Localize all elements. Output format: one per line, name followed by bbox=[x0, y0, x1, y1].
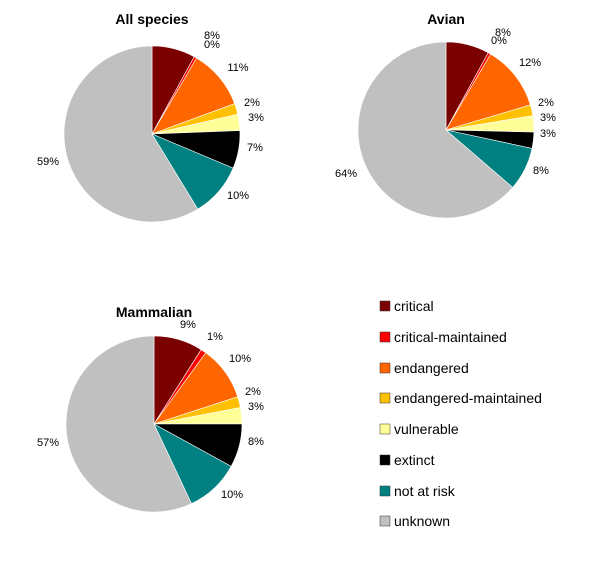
legend-swatch-critical-maintained bbox=[379, 331, 391, 343]
data-label-critical-maintained: 0% bbox=[491, 35, 507, 47]
legend: critical critical-maintained endangered … bbox=[379, 298, 542, 529]
data-label-critical-maintained: 1% bbox=[207, 331, 223, 343]
data-label-endangered: 12% bbox=[519, 57, 541, 69]
data-label-vulnerable: 3% bbox=[248, 112, 264, 124]
data-label-endangered-maintained: 2% bbox=[245, 386, 261, 398]
data-label-critical: 9% bbox=[180, 319, 196, 331]
pie-chart-all-species: All species 8%0% 11% 2% 3% 7% 10% 59% bbox=[37, 11, 264, 223]
pie-chart-avian: Avian 8%0%12%2%3%3%8%64% bbox=[335, 11, 556, 219]
legend-swatch-critical bbox=[379, 300, 391, 312]
pie-slice-unknown bbox=[63, 45, 199, 223]
legend-label-critical: critical bbox=[394, 298, 434, 314]
data-label-endangered-maintained: 2% bbox=[538, 97, 554, 109]
legend-swatch-not-at-risk bbox=[379, 485, 391, 497]
legend-label-vulnerable: vulnerable bbox=[394, 421, 459, 437]
legend-label-unknown: unknown bbox=[394, 513, 450, 529]
legend-swatch-unknown bbox=[379, 515, 391, 527]
data-label-not-at-risk: 8% bbox=[533, 165, 549, 177]
data-label-vulnerable: 3% bbox=[540, 112, 556, 124]
chart-title-avian: Avian bbox=[427, 11, 465, 27]
pie-chart-mammalian: Mammalian 9% 1% 10% 2% 3% 8% 10% 57% bbox=[37, 304, 264, 513]
legend-label-endangered-maintained: endangered-maintained bbox=[394, 390, 542, 406]
data-label-unknown: 64% bbox=[335, 168, 357, 180]
legend-swatch-endangered-maintained bbox=[379, 392, 391, 404]
data-label-extinct: 7% bbox=[247, 142, 263, 154]
data-label-unknown: 57% bbox=[37, 437, 59, 449]
data-label-critical: 8% bbox=[495, 27, 511, 39]
data-label-endangered: 10% bbox=[229, 353, 251, 365]
data-label-vulnerable: 3% bbox=[248, 401, 264, 413]
legend-label-extinct: extinct bbox=[394, 452, 435, 468]
legend-swatch-vulnerable bbox=[379, 423, 391, 435]
data-label-critical-maintained: 0% bbox=[204, 39, 220, 51]
legend-swatch-endangered bbox=[379, 362, 391, 374]
data-label-critical: 8% bbox=[204, 30, 220, 42]
data-label-endangered: 11% bbox=[227, 62, 248, 74]
data-label-not-at-risk: 10% bbox=[221, 489, 243, 501]
data-label-unknown: 59% bbox=[37, 156, 59, 168]
chart-title-all-species: All species bbox=[115, 11, 188, 27]
data-label-not-at-risk: 10% bbox=[227, 190, 249, 202]
data-label-extinct: 8% bbox=[248, 436, 264, 448]
legend-label-not-at-risk: not at risk bbox=[394, 483, 456, 499]
data-label-extinct: 3% bbox=[540, 128, 556, 140]
pie-slice-unknown bbox=[357, 41, 514, 219]
data-label-endangered-maintained: 2% bbox=[244, 97, 260, 109]
legend-swatch-extinct bbox=[379, 454, 391, 466]
legend-label-critical-maintained: critical-maintained bbox=[394, 329, 507, 345]
chart-title-mammalian: Mammalian bbox=[116, 304, 192, 320]
pie-slice-unknown bbox=[65, 335, 192, 513]
legend-label-endangered: endangered bbox=[394, 360, 469, 376]
